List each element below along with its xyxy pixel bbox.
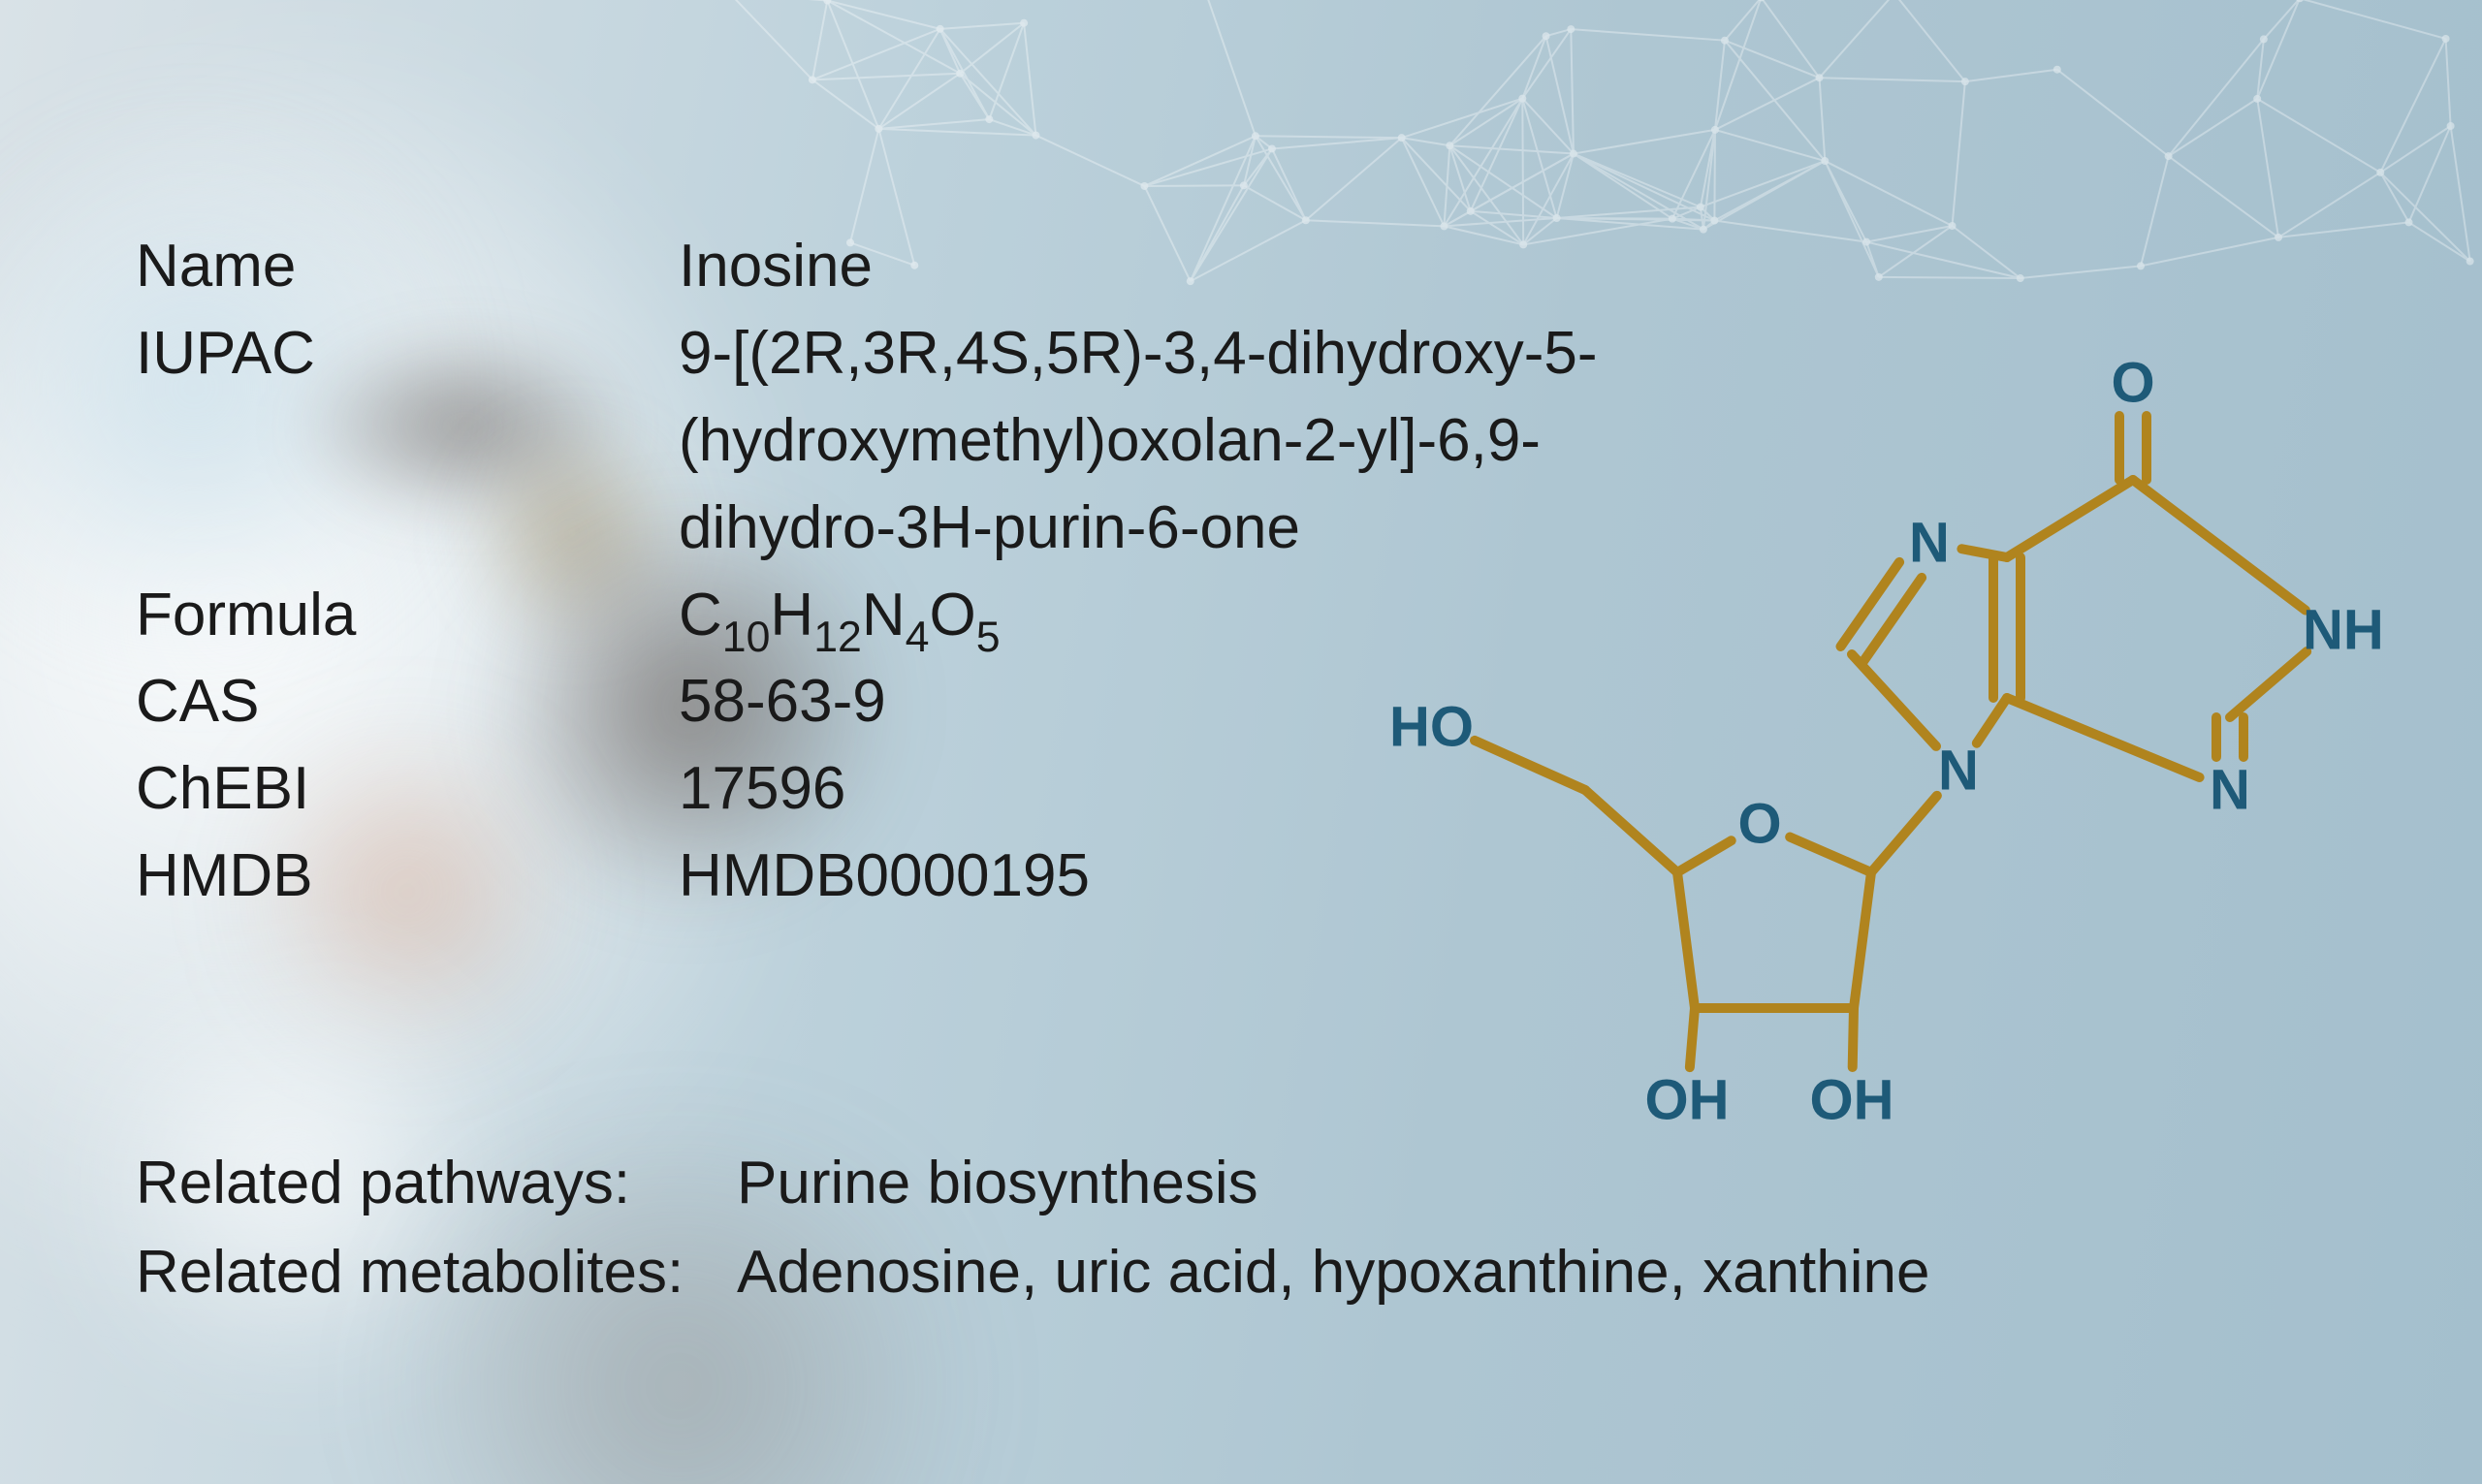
molecule-structure: O N NH N N HO O OH OH [1386, 330, 2404, 1124]
metabolites-label: Related metabolites: [136, 1228, 737, 1317]
row-pathways: Related pathways: Purine biosynthesis [136, 1139, 1930, 1228]
compound-card: Name Inosine IUPAC 9-[(2R,3R,4S,5R)-3,4-… [0, 0, 2482, 1484]
hmdb-label: HMDB [136, 833, 679, 920]
svg-text:OH: OH [1645, 1069, 1730, 1125]
pathways-label: Related pathways: [136, 1139, 737, 1228]
row-cas: CAS 58-63-9 [136, 658, 1598, 745]
name-value: Inosine [679, 223, 873, 310]
pathways-value: Purine biosynthesis [737, 1139, 1258, 1228]
svg-text:O: O [2111, 352, 2154, 415]
row-formula: Formula C10H12N4O5 [136, 572, 1598, 659]
formula-sub: 12 [813, 614, 862, 661]
info-grid: Name Inosine IUPAC 9-[(2R,3R,4S,5R)-3,4-… [136, 223, 1598, 920]
cas-value: 58-63-9 [679, 658, 886, 745]
formula-sym: N [862, 582, 906, 648]
formula-sub: 4 [906, 614, 930, 661]
row-hmdb: HMDB HMDB0000195 [136, 833, 1598, 920]
formula-label: Formula [136, 572, 679, 659]
formula-sym: C [679, 582, 722, 648]
svg-text:N: N [2210, 759, 2250, 822]
row-metabolites: Related metabolites: Adenosine, uric aci… [136, 1228, 1930, 1317]
formula-sym: O [929, 582, 975, 648]
row-iupac: IUPAC 9-[(2R,3R,4S,5R)-3,4-dihydroxy-5- … [136, 310, 1598, 572]
svg-text:N: N [1938, 740, 1979, 803]
hmdb-value: HMDB0000195 [679, 833, 1090, 920]
formula-sub: 5 [976, 614, 1001, 661]
svg-text:N: N [1909, 512, 1950, 575]
chebi-value: 17596 [679, 745, 845, 833]
svg-text:HO: HO [1389, 696, 1474, 759]
row-name: Name Inosine [136, 223, 1598, 310]
name-label: Name [136, 223, 679, 310]
related-block: Related pathways: Purine biosynthesis Re… [136, 1139, 1930, 1317]
iupac-label: IUPAC [136, 310, 679, 572]
formula-sub: 10 [722, 614, 771, 661]
metabolites-value: Adenosine, uric acid, hypoxanthine, xant… [737, 1228, 1930, 1317]
chebi-label: ChEBI [136, 745, 679, 833]
svg-text:NH: NH [2303, 599, 2384, 662]
cas-label: CAS [136, 658, 679, 745]
row-chebi: ChEBI 17596 [136, 745, 1598, 833]
formula-sym: H [770, 582, 813, 648]
svg-text:O: O [1737, 793, 1781, 856]
formula-value: C10H12N4O5 [679, 572, 1001, 659]
svg-text:OH: OH [1810, 1069, 1894, 1125]
